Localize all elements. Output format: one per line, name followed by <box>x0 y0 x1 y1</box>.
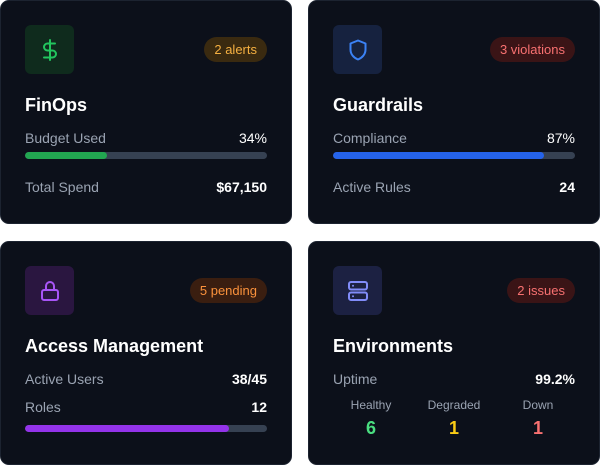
degraded-count: 1 <box>448 418 459 438</box>
issues-badge[interactable]: 2 issues <box>507 278 575 303</box>
guardrails-card[interactable]: 3 violations Guardrails Compliance 87% A… <box>308 0 600 224</box>
compliance-progress-bar <box>333 152 575 159</box>
compliance-progress-fill <box>333 152 544 159</box>
down-count: 1 <box>532 418 543 438</box>
shield-icon <box>349 39 366 60</box>
rules-row: Active Rules 24 <box>333 178 575 196</box>
compliance-label: Compliance <box>333 130 407 146</box>
budget-progress-bar <box>25 152 267 159</box>
card-title: Environments <box>333 336 454 356</box>
degraded-label: Degraded <box>427 398 481 412</box>
dollar-icon <box>42 38 57 61</box>
degraded-stat: Degraded 1 <box>409 397 499 440</box>
users-row: Active Users 38/45 <box>25 370 267 388</box>
down-stat: Down 1 <box>493 397 583 440</box>
budget-progress-fill <box>25 152 108 159</box>
uptime-label: Uptime <box>333 371 378 387</box>
down-label: Down <box>522 398 554 412</box>
spend-row: Total Spend $67,150 <box>25 178 267 196</box>
pending-badge[interactable]: 5 pending <box>189 278 267 303</box>
healthy-stat: Healthy 6 <box>326 397 416 440</box>
lock-icon <box>40 280 59 301</box>
finops-card[interactable]: 2 alerts FinOps Budget Used 34% Total Sp… <box>0 0 292 224</box>
budget-row: Budget Used 34% <box>25 129 267 147</box>
roles-value: 12 <box>251 399 267 415</box>
card-title: Access Management <box>25 336 204 356</box>
uptime-row: Uptime 99.2% <box>333 370 575 388</box>
rules-value: 24 <box>559 179 575 195</box>
users-progress-fill <box>25 425 230 432</box>
roles-label: Roles <box>25 399 61 415</box>
environments-icon-tile <box>333 266 382 315</box>
violations-badge[interactable]: 3 violations <box>489 37 575 62</box>
roles-row: Roles 12 <box>25 398 267 416</box>
finops-icon-tile <box>25 25 74 74</box>
alerts-badge[interactable]: 2 alerts <box>204 37 267 62</box>
rules-label: Active Rules <box>333 179 411 195</box>
users-value: 38/45 <box>231 371 267 387</box>
access-icon-tile <box>25 266 74 315</box>
spend-value: $67,150 <box>216 179 267 195</box>
card-title: FinOps <box>25 95 87 115</box>
compliance-row: Compliance 87% <box>333 129 575 147</box>
access-management-card[interactable]: 5 pending Access Management Active Users… <box>0 241 292 465</box>
users-label: Active Users <box>25 371 104 387</box>
healthy-label: Healthy <box>350 398 392 412</box>
budget-value: 34% <box>238 130 267 146</box>
environments-card[interactable]: 2 issues Environments Uptime 99.2% Healt… <box>308 241 600 465</box>
budget-label: Budget Used <box>25 130 106 146</box>
spend-label: Total Spend <box>25 179 99 195</box>
healthy-count: 6 <box>365 418 376 438</box>
users-progress-bar <box>25 425 267 432</box>
uptime-value: 99.2% <box>535 371 575 387</box>
card-title: Guardrails <box>333 95 424 115</box>
server-icon <box>347 280 368 301</box>
compliance-value: 87% <box>546 130 575 146</box>
guardrails-icon-tile <box>333 25 382 74</box>
